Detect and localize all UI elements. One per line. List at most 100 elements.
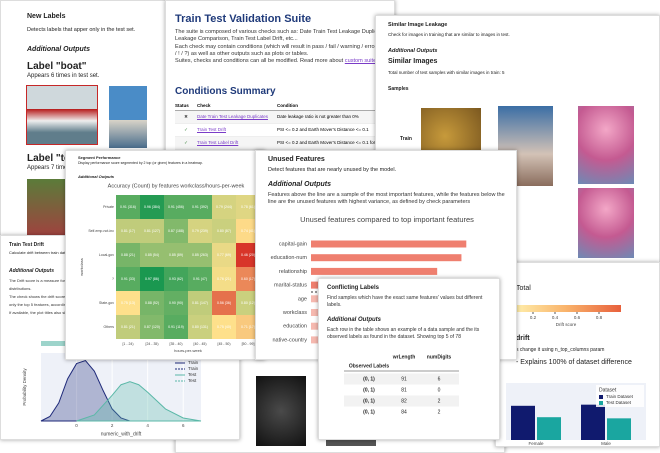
cell-label: 0.60 (17) [241,277,255,281]
intro: The suite is composed of various checks … [175,29,394,65]
paragraph: Suites, checks and conditions can all be… [175,58,394,65]
cell-label: 0.79 (244) [216,205,232,209]
heat-cell [212,219,236,243]
image [578,106,634,184]
outputs-heading: Additional Outputs [327,317,381,323]
row-label: Train [400,136,412,142]
bar [511,405,535,440]
paragraph: Each check may contain conditions (which… [175,43,394,57]
table-row: ✖ Date Train Test Leakage Duplicates Date … [175,111,394,124]
table-row: ✓ Train Test Drift PSI <= 0.2 and Earth Mo… [175,124,394,137]
heat-cell [116,291,140,315]
outputs-heading: Additional Outputs [388,48,438,54]
cell: 2 [438,409,441,415]
heat-cell [164,195,188,219]
chart-title: - Explains 100% of dataset difference [516,359,632,366]
cell-label: 0.90 (90) [169,301,183,305]
legend-bg [596,385,644,407]
link[interactable]: custom suites. [344,58,381,65]
bar [311,254,462,262]
description: Detects labels that apper only in the te… [27,27,136,33]
heat-cell [212,315,236,339]
table: wrLength numDigits Observed Labels (0, 1) 91… [344,354,459,415]
segment-card: Segment Performance Display performance … [65,150,265,360]
legend-label: Train Dataset [606,394,634,399]
image [27,179,67,239]
heat-cell [164,243,188,267]
heat-cell [116,219,140,243]
x-axis-label: hours-per-week [174,348,202,353]
header-cell: wrLength [392,354,416,360]
heat-cell [212,243,236,267]
cell-label: 0.91 (33) [121,277,135,281]
text: Suites, checks and conditions can all be… [175,58,344,65]
cell-label: 0.80 (131) [192,325,208,329]
label-name: Label "tennis [27,153,91,164]
label-count: Appears 7 times i [27,165,74,171]
y-tick-label: education-num [271,255,308,261]
y-tick-label: ? [112,277,114,281]
index-header: Observed Labels [349,363,390,369]
density-chart: 0 2 4 6 numeric_with_drift Probability Densit… [22,341,202,437]
heat-cell [140,195,164,219]
cell: 91 [401,376,407,382]
title: Train Test Drift [9,242,44,248]
x-tick-label: [45 - 50) [217,342,230,346]
title: Train Test Validation Suite [175,13,312,25]
heat-cell [188,315,212,339]
legend-label: Test Dataset [606,400,632,405]
heat-cell [212,267,236,291]
cell-label: 0.71 (17) [241,325,255,329]
cell-label: 0.97 (86) [145,277,159,281]
y-tick-label: Private [103,205,114,209]
cell-label: 0.91 (47) [193,277,207,281]
y-tick-label: age [298,296,307,302]
bar [581,404,605,440]
text-line: If available, the plot titles also show … [9,310,114,315]
x-tick-label: [40 - 45) [193,342,206,346]
cell: (0, 1) [363,376,375,382]
x-tick-label: 2 [111,423,114,428]
check-link[interactable]: Train Test Label Drift [197,140,239,145]
y-tick-label: capital-gain [279,241,307,247]
legend-label: Test [188,372,197,377]
y-tick-label: native-country [272,337,307,343]
bar [607,418,631,440]
heat-cell [140,267,164,291]
heat-cell [164,291,188,315]
cell: (0, 1) [363,409,375,415]
heat-cell [188,195,212,219]
cell-label: 0.78 (61) [241,205,255,209]
cell-label: 0.88 (52) [145,301,159,305]
x-tick-label: [24 - 35) [145,342,158,346]
heatmap: Accuracy (Count) by features workclass/h… [79,183,260,353]
cell: 84 [401,409,407,415]
heat-cell [140,315,164,339]
heat-cell [212,195,236,219]
cell-label: 0.80 (12) [241,301,255,305]
y-tick-label: Self-emp-not-inc [88,229,114,233]
cell-label: 0.91 (119) [168,325,184,329]
cell-label: 0.74 (41) [241,229,255,233]
paragraph: Features above the line are a sample of … [268,192,505,206]
legend-label: Train [188,360,199,365]
description: Calculate drift between train dataset an… [9,250,103,255]
x-tick-label: 0 [75,423,78,428]
y-tick-label: workclass [282,310,307,316]
check-link[interactable]: Date Train Test Leakage Duplicates [197,114,268,119]
cell-label: 0.81 (127) [144,229,160,233]
cell: 82 [401,398,407,404]
total: Total [516,285,531,292]
row-bg [344,395,459,407]
cell: 0 [438,387,441,393]
image [26,85,98,145]
heat-cell [188,243,212,267]
tick-label: 0.6 [574,315,581,320]
x-tick-label: Male [601,441,611,446]
cell-label: 0.76 (21) [217,277,231,281]
check-link[interactable]: Train Test Drift [197,127,227,132]
cell-label: 0.79 (239) [192,229,208,233]
status-icon: ✓ [184,140,188,145]
description: Find samples which have the exact same f… [327,295,483,308]
